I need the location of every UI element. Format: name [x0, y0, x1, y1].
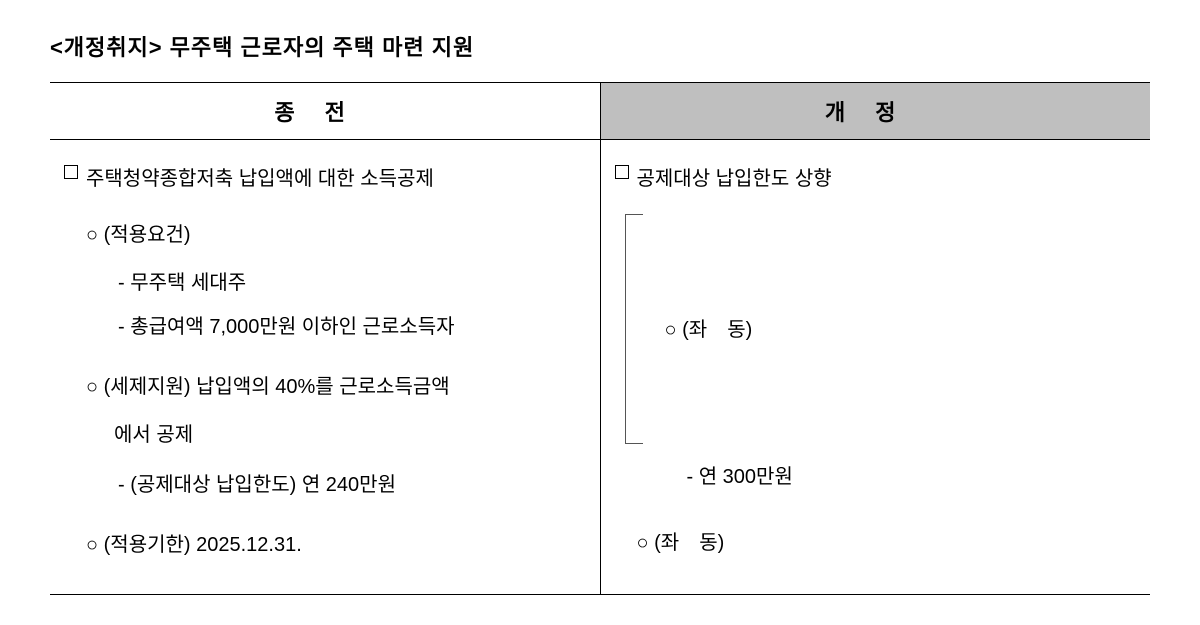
cell-after: 공제대상 납입한도 상향 ○ (좌 동) - 연 300만원 ○ (좌 동): [600, 140, 1150, 595]
header-before: 종전: [50, 83, 600, 140]
after-same2: ○ (좌 동): [637, 522, 1137, 564]
after-same1: ○ (좌 동): [665, 309, 753, 351]
before-req-label: ○ (적용요건): [86, 214, 586, 256]
after-heading-row: 공제대상 납입한도 상향: [615, 158, 1137, 200]
before-heading-row: 주택청약종합저축 납입액에 대한 소득공제: [64, 158, 586, 200]
before-tax-support: ○ (세제지원) 납입액의 40%를 근로소득금액: [86, 366, 586, 408]
after-new-limit: - 연 300만원: [687, 456, 1137, 498]
square-bullet-icon: [64, 165, 78, 179]
before-limit: - (공제대상 납입한도) 연 240만원: [118, 464, 586, 506]
before-req-item2: - 총급여액 7,000만원 이하인 근로소득자: [118, 306, 586, 348]
page-title: <개정취지> 무주택 근로자의 주택 마련 지원: [50, 30, 1150, 62]
table-row: 주택청약종합저축 납입액에 대한 소득공제 ○ (적용요건) - 무주택 세대주…: [50, 140, 1150, 595]
before-heading: 주택청약종합저축 납입액에 대한 소득공제: [86, 158, 434, 200]
comparison-table: 종전 개정 주택청약종합저축 납입액에 대한 소득공제 ○ (적용요건) - 무…: [50, 82, 1150, 595]
before-deadline: ○ (적용기한) 2025.12.31.: [86, 524, 586, 566]
square-bullet-icon: [615, 165, 629, 179]
bracket-icon: [625, 214, 643, 444]
before-tax-support-cont: 에서 공제: [114, 414, 586, 456]
bracket-group: ○ (좌 동): [625, 214, 1137, 434]
before-req-item1: - 무주택 세대주: [118, 262, 586, 304]
cell-before: 주택청약종합저축 납입액에 대한 소득공제 ○ (적용요건) - 무주택 세대주…: [50, 140, 600, 595]
table-header-row: 종전 개정: [50, 83, 1150, 140]
header-after: 개정: [600, 83, 1150, 140]
after-heading: 공제대상 납입한도 상향: [637, 158, 832, 200]
